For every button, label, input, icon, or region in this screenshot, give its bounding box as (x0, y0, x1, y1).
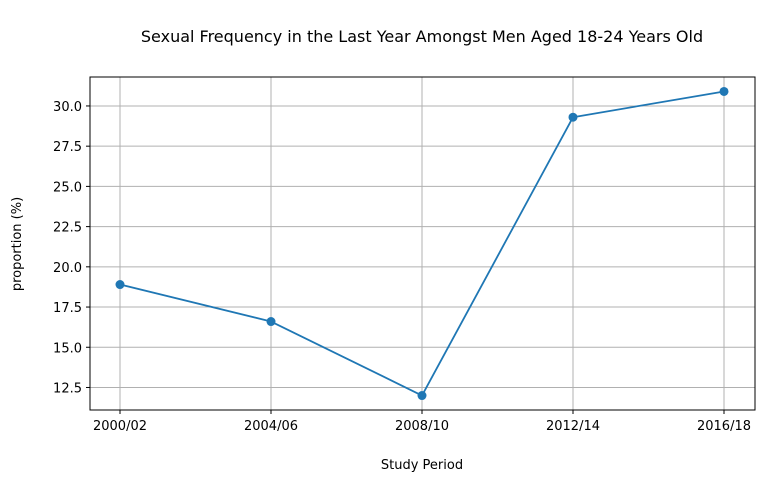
y-tick-label: 12.5 (53, 381, 82, 396)
x-axis-label: Study Period (381, 458, 463, 473)
x-tick-label: 2008/10 (395, 419, 449, 434)
data-point-2000-02 (115, 280, 125, 290)
y-tick-label: 25.0 (53, 180, 82, 195)
x-axis-ticks: 2000/02 2004/06 2008/10 2012/14 2016/18 (93, 410, 751, 434)
chart-title: Sexual Frequency in the Last Year Amongs… (141, 27, 703, 46)
data-point-2008-10 (417, 391, 427, 401)
data-point-2016-18 (719, 86, 729, 96)
data-point-2004-06 (266, 317, 276, 327)
y-tick-label: 20.0 (53, 261, 82, 276)
y-tick-label: 15.0 (53, 341, 82, 356)
grid-lines (90, 77, 755, 410)
y-axis-ticks: 12.5 15.0 17.5 20.0 22.5 25.0 27.5 30.0 (53, 100, 90, 396)
y-tick-label: 30.0 (53, 100, 82, 115)
x-tick-label: 2004/06 (244, 419, 298, 434)
y-tick-label: 17.5 (53, 301, 82, 316)
x-tick-label: 2012/14 (546, 419, 600, 434)
series-layer (115, 86, 729, 401)
x-tick-label: 2000/02 (93, 419, 147, 434)
y-axis-label: proportion (%) (10, 197, 25, 291)
y-tick-label: 22.5 (53, 221, 82, 236)
y-tick-label: 27.5 (53, 140, 82, 155)
data-point-2012-14 (568, 112, 578, 122)
x-tick-label: 2016/18 (697, 419, 751, 434)
